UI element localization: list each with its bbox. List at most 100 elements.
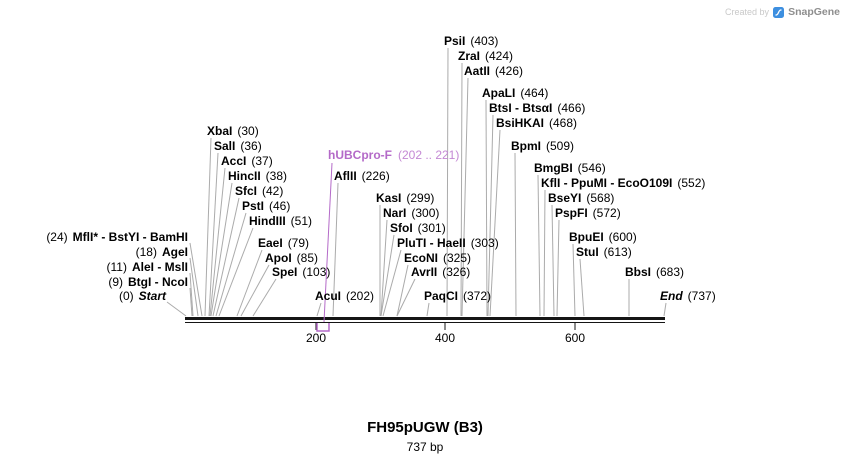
site-label-nari[interactable]: NarI (300) [383, 207, 439, 220]
site-label-bseyi[interactable]: BseYI (568) [548, 192, 614, 205]
site-name: Start [138, 289, 166, 303]
site-position: (301) [417, 221, 446, 235]
site-position: (0) [118, 289, 134, 303]
site-position: (468) [549, 116, 578, 130]
site-position: (37) [251, 154, 273, 168]
site-position: (85) [296, 251, 319, 265]
site-label-hindiii[interactable]: HindIII (51) [249, 215, 312, 228]
site-name: BmgBI [534, 161, 573, 175]
site-label-stui[interactable]: StuI (613) [576, 246, 632, 259]
site-name: StuI [576, 245, 599, 259]
site-name: BtgI - NcoI [128, 275, 188, 289]
site-label-aatii[interactable]: AatII (426) [464, 65, 523, 78]
site-position: (325) [443, 251, 472, 265]
site-position: (613) [603, 245, 632, 259]
site-name: EcoNI [404, 251, 439, 265]
site-label-sali[interactable]: SalI (36) [214, 140, 262, 153]
ruler-tick-label-400: 400 [434, 331, 456, 345]
site-label-sfci[interactable]: SfcI (42) [235, 185, 283, 198]
snapgene-logo-icon [773, 6, 785, 18]
site-label-pluti-haeii[interactable]: PluTI - HaeII (303) [397, 237, 499, 250]
site-position: (683) [656, 265, 685, 279]
site-label-apoi[interactable]: ApoI (85) [265, 252, 318, 265]
site-label-aflii[interactable]: AflII (226) [334, 170, 390, 183]
site-name: BsiHKAI [496, 116, 545, 130]
site-label-kfli-ppumi-ecoo109i[interactable]: KflI - PpuMI - EcoO109I (552) [541, 177, 705, 190]
site-position: (737) [687, 289, 716, 303]
site-label-acui[interactable]: AcuI (202) [315, 290, 374, 303]
snapgene-watermark: Created by SnapGene [725, 6, 840, 18]
site-position: (202) [346, 289, 375, 303]
site-name: AgeI [161, 245, 188, 259]
start-marker: (0) Start [119, 290, 166, 303]
site-position: (51) [290, 214, 313, 228]
site-position: (42) [262, 184, 284, 198]
site-position: (300) [411, 206, 440, 220]
site-name: BseYI [548, 191, 582, 205]
site-label-btsi-btsai[interactable]: BtsI - BtsαI (466) [489, 102, 585, 115]
primer-label[interactable]: hUBCpro-F (202 .. 221) [328, 149, 459, 162]
map-title: FH95pUGW (B3) [367, 419, 483, 436]
watermark-prefix: Created by [725, 7, 770, 17]
site-name: ApaLI [482, 86, 516, 100]
site-name: AflII [334, 169, 357, 183]
site-name: MflI* - BstYI - BamHI [72, 230, 188, 244]
site-label-mfli-bstyi-bamhi[interactable]: (24) MflI* - BstYI - BamHI [46, 231, 188, 244]
site-name: BpmI [511, 139, 541, 153]
primer-leader-line [323, 162, 333, 323]
site-name: AvrII [411, 265, 438, 279]
site-position: (38) [265, 169, 288, 183]
site-label-eaei[interactable]: EaeI (79) [258, 237, 309, 250]
site-position: (600) [608, 230, 637, 244]
site-position: (326) [442, 265, 471, 279]
site-position: (9) [108, 275, 123, 289]
ruler-tick-label-600: 600 [564, 331, 586, 345]
site-label-kasi[interactable]: KasI (299) [376, 192, 434, 205]
site-label-apali[interactable]: ApaLI (464) [482, 87, 548, 100]
site-name: PaqCI [424, 289, 459, 303]
primer-annotation[interactable] [316, 162, 333, 332]
site-name: End [660, 289, 683, 303]
site-position: (572) [592, 206, 621, 220]
site-name: KflI - PpuMI - EcoO109I [541, 176, 673, 190]
site-label-psti[interactable]: PstI (46) [242, 200, 290, 213]
watermark-brand: SnapGene [788, 6, 840, 18]
site-label-bmgbi[interactable]: BmgBI (546) [534, 162, 606, 175]
site-name: SfcI [235, 184, 258, 198]
site-label-sfoi[interactable]: SfoI (301) [390, 222, 446, 235]
site-position: (372) [463, 289, 492, 303]
site-label-hincii[interactable]: HincII (38) [228, 170, 287, 183]
site-name: HindIII [249, 214, 286, 228]
site-label-bsihkai[interactable]: BsiHKAI (468) [496, 117, 577, 130]
site-label-econi[interactable]: EcoNI (325) [404, 252, 471, 265]
site-label-agei[interactable]: (18) AgeI [136, 246, 188, 259]
site-label-avrii[interactable]: AvrII (326) [411, 266, 470, 279]
site-label-spei[interactable]: SpeI (103) [272, 266, 330, 279]
site-label-bbsi[interactable]: BbsI (683) [625, 266, 684, 279]
primer-bracket [316, 323, 330, 332]
site-label-bpmi[interactable]: BpmI (509) [511, 140, 574, 153]
site-label-pspfi[interactable]: PspFI (572) [555, 207, 621, 220]
site-position: (226) [361, 169, 390, 183]
site-name: EaeI [258, 236, 283, 250]
site-label-xbai[interactable]: XbaI (30) [207, 125, 259, 138]
site-name: AleI - MslI [131, 260, 188, 274]
site-label-paqci[interactable]: PaqCI (372) [424, 290, 491, 303]
site-label-alei-msli[interactable]: (11) AleI - MslI [107, 261, 188, 274]
site-label-acci[interactable]: AccI (37) [221, 155, 273, 168]
site-label-psii[interactable]: PsiI (403) [444, 35, 498, 48]
site-position: (18) [135, 245, 157, 259]
site-name: SpeI [272, 265, 298, 279]
site-label-zrai[interactable]: ZraI (424) [458, 50, 513, 63]
site-name: BtsI - BtsαI [489, 101, 553, 115]
site-position: (24) [46, 230, 68, 244]
site-position: (103) [302, 265, 331, 279]
ruler-tick-label-200: 200 [305, 331, 327, 345]
site-label-bpuei[interactable]: BpuEI (600) [569, 231, 637, 244]
site-label-btgi-ncoi[interactable]: (9) BtgI - NcoI [108, 276, 188, 289]
site-name: AccI [221, 154, 247, 168]
site-position: (546) [577, 161, 606, 175]
site-position: (79) [287, 236, 310, 250]
